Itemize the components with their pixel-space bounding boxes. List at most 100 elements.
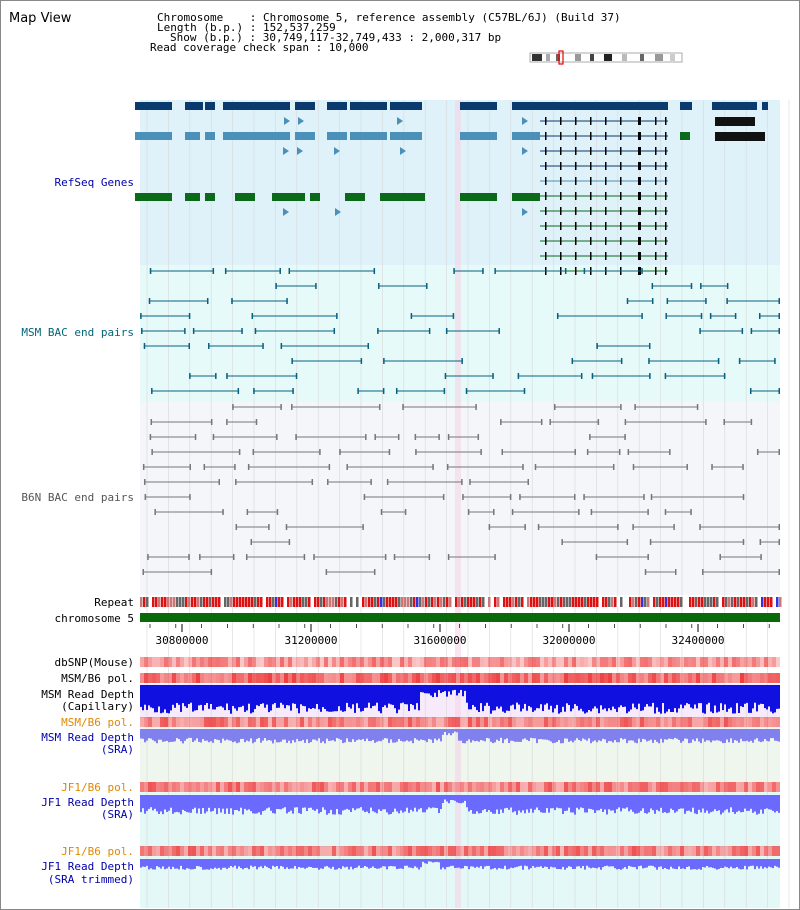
- read-depth-bar: [472, 795, 474, 814]
- read-depth-bar: [542, 685, 544, 711]
- read-depth-bar: [298, 859, 300, 867]
- bac-pair-end: [288, 268, 291, 274]
- snp-density-cell: [284, 657, 288, 667]
- bac-pair-end: [142, 464, 145, 470]
- read-depth-bar: [172, 859, 174, 867]
- snp-density-cell: [616, 782, 620, 792]
- snp-density-cell: [324, 846, 328, 856]
- snp-density-cell: [328, 673, 332, 683]
- read-depth-bar: [240, 729, 242, 739]
- snp-density-cell: [468, 717, 472, 727]
- snp-density-cell: [648, 846, 652, 856]
- read-depth-bar: [744, 729, 746, 742]
- read-depth-bar: [700, 859, 702, 870]
- read-depth-bar: [450, 729, 452, 736]
- read-depth-bar: [498, 685, 500, 709]
- read-depth-bar: [248, 685, 250, 704]
- repeat-block: [746, 597, 749, 607]
- read-depth-bar: [544, 685, 546, 705]
- bac-pair-end: [327, 479, 329, 485]
- read-depth-bar: [546, 795, 548, 809]
- snp-density-cell: [196, 782, 200, 792]
- snp-density-cell: [496, 717, 500, 727]
- snp-density-cell: [344, 673, 348, 683]
- read-depth-bar: [728, 729, 730, 743]
- snp-density-cell: [392, 673, 396, 683]
- read-depth-bar: [158, 685, 160, 707]
- snp-density-cell: [372, 782, 376, 792]
- snp-density-cell: [212, 782, 216, 792]
- snp-density-cell: [660, 782, 664, 792]
- read-depth-bar: [188, 859, 190, 869]
- snp-density-cell: [652, 782, 656, 792]
- bac-pair-end: [462, 494, 464, 500]
- read-depth-bar: [394, 685, 396, 709]
- read-depth-bar: [538, 685, 540, 709]
- snp-density-cell: [480, 657, 484, 667]
- read-depth-bar: [348, 859, 350, 870]
- read-depth-bar: [186, 729, 188, 739]
- read-depth-bar: [732, 685, 734, 714]
- exon-tick: [605, 147, 607, 155]
- read-depth-bar: [648, 859, 650, 866]
- bac-pair-end: [742, 464, 744, 470]
- read-depth-bar: [720, 685, 722, 704]
- repeat-block: [539, 597, 542, 607]
- snp-density-cell: [180, 782, 184, 792]
- strand-arrow: [297, 147, 303, 155]
- read-depth-bar: [366, 859, 368, 867]
- snp-density-cell: [528, 782, 532, 792]
- bac-pair-end: [188, 554, 190, 560]
- read-depth-bar: [592, 859, 594, 868]
- read-depth-bar: [748, 859, 750, 867]
- bac-pair-end: [589, 434, 591, 440]
- read-depth-bar: [530, 859, 532, 869]
- snp-density-cell: [320, 657, 324, 667]
- read-depth-bar: [508, 685, 510, 711]
- repeat-block: [494, 597, 497, 607]
- read-depth-bar: [412, 685, 414, 706]
- bac-pair-end: [222, 509, 224, 515]
- snp-density-cell: [400, 717, 404, 727]
- read-depth-bar: [320, 729, 322, 743]
- read-depth-bar: [666, 859, 668, 869]
- snp-density-cell: [552, 673, 556, 683]
- read-depth-bar: [472, 729, 474, 741]
- snp-density-cell: [228, 846, 232, 856]
- repeat-block: [191, 597, 194, 607]
- bac-pair-end: [151, 388, 153, 394]
- snp-density-cell: [184, 846, 188, 856]
- bac-pair-end: [634, 404, 636, 410]
- bac-pair-end: [647, 554, 649, 560]
- read-depth-bar: [506, 859, 508, 870]
- read-depth-bar: [600, 729, 602, 742]
- bac-pair-end: [498, 328, 500, 334]
- snp-density-cell: [152, 657, 156, 667]
- read-depth-bar: [264, 795, 266, 811]
- read-depth-bar: [384, 685, 386, 706]
- snp-density-cell: [312, 673, 316, 683]
- exon-tick: [605, 177, 607, 185]
- strand-arrow: [335, 208, 341, 216]
- snp-density-cell: [740, 782, 744, 792]
- repeat-block: [365, 597, 368, 607]
- read-depth-bar: [706, 795, 708, 811]
- read-depth-bar: [602, 795, 604, 812]
- bac-pair-end: [700, 283, 702, 289]
- read-depth-bar: [556, 795, 558, 808]
- read-depth-bar: [578, 685, 580, 711]
- bac-pair-end: [711, 464, 713, 470]
- read-depth-bar: [156, 859, 158, 867]
- read-depth-bar: [330, 795, 332, 810]
- read-depth-bar: [464, 729, 466, 744]
- snp-density-cell: [396, 657, 400, 667]
- snp-density-cell: [256, 673, 260, 683]
- read-depth-bar: [286, 729, 288, 743]
- bac-pair-end: [673, 524, 675, 530]
- exon-tick: [655, 117, 657, 125]
- snp-density-cell: [384, 657, 388, 667]
- read-depth-bar: [314, 685, 316, 709]
- bac-pair-end: [523, 388, 526, 394]
- snp-density-cell: [612, 846, 616, 856]
- read-depth-bar: [588, 685, 590, 710]
